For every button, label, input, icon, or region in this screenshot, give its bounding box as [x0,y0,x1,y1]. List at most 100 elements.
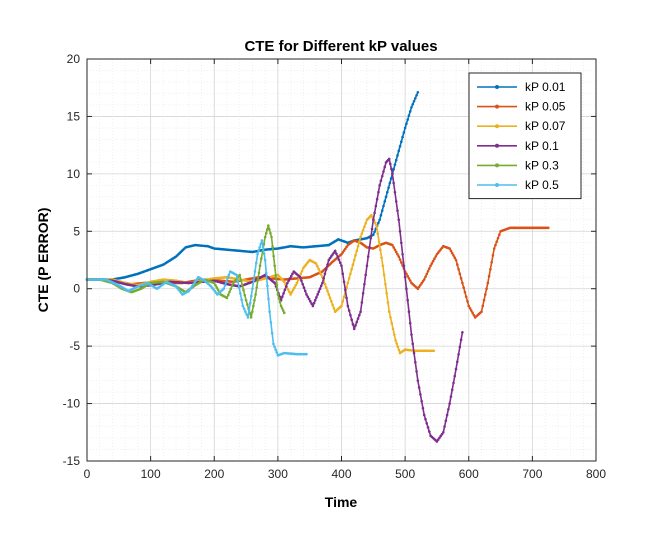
series-point [328,256,332,260]
series-point [331,303,334,307]
series-point [223,283,227,287]
series-point [328,296,332,300]
series-point [396,345,400,349]
series-point [356,317,360,320]
series-point [245,313,248,316]
series-point [300,279,303,282]
series-point [263,235,267,239]
series-point [414,96,417,100]
series-point [346,304,350,308]
series-point [375,197,379,201]
series-point [366,255,370,258]
series-point [336,255,339,259]
series-point [349,313,352,317]
x-tick-label: 600 [459,467,479,481]
series-point [457,267,460,271]
series-point [289,274,293,278]
series-point [324,286,328,289]
series-point [215,286,219,289]
series-point [333,249,337,253]
series-point [421,280,425,283]
series-point [275,351,279,354]
series-point [374,204,378,208]
series-point [264,271,268,275]
series-point [425,422,429,425]
series-point [345,296,348,300]
series-point [458,345,462,349]
series-point [428,430,431,433]
series-point [397,218,401,222]
series-point [258,246,262,249]
series-point [546,226,550,230]
series-point [272,342,275,346]
series-point [228,290,231,294]
series-point [379,248,382,251]
series-point [257,271,261,275]
series-point [390,167,393,171]
series-point [420,399,423,403]
series-point [216,288,220,292]
legend-marker [495,124,499,129]
series-point [350,318,353,322]
series-point [388,162,392,166]
series-point [432,349,436,353]
series-point [257,249,260,253]
series-point [273,264,276,268]
series-point [387,186,390,189]
series-point [447,408,450,411]
series-point [335,252,338,256]
series-point [410,333,413,336]
series-point [384,282,387,286]
series-point [299,272,303,276]
series-point [410,105,413,109]
series-point [435,440,439,443]
series-point [294,283,297,287]
series-point [392,167,395,171]
series-point [355,320,359,324]
series-point [486,281,490,285]
series-point [411,102,415,106]
series-point [253,298,256,302]
series-point [487,274,491,278]
x-tick-label: 800 [586,467,606,481]
series-point [386,301,390,304]
series-point [417,285,421,289]
series-point [398,258,402,261]
series-point [415,93,418,97]
series-point [269,321,273,324]
series-point [407,114,411,117]
series-point [430,262,434,265]
series-point [393,248,397,251]
series-point [396,154,399,157]
series-point [309,300,312,303]
series-point [252,278,255,282]
series-point [393,163,397,166]
series-point [424,275,427,279]
series-point [431,259,435,263]
series-point [318,287,322,291]
series-point [307,297,311,301]
series-point [271,245,274,248]
series-point [300,269,304,273]
series-point [321,281,324,285]
series-point [342,249,346,252]
series-point [286,288,290,291]
series-point [472,313,476,317]
series-point [360,232,364,235]
series-point [448,402,451,405]
legend-marker [495,163,499,168]
series-point [373,230,376,234]
series-point [350,267,353,271]
series-point [467,304,471,308]
series-point [270,331,274,335]
series-point [360,301,364,304]
legend-marker [495,104,499,109]
series-point [327,293,331,296]
series-point [359,310,362,313]
series-point [341,251,345,254]
series-point [326,289,329,293]
series-point [422,413,426,417]
x-tick-label: 500 [395,467,415,481]
series-point [428,267,431,270]
series-point [258,264,262,268]
